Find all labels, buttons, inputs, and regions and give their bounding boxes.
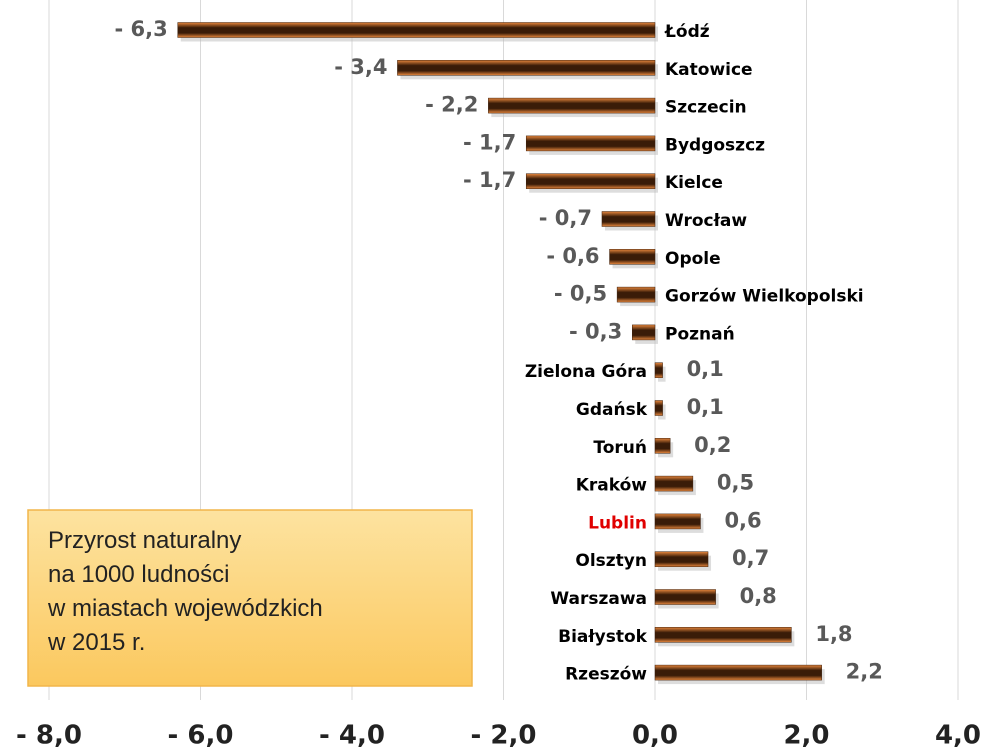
category-label: Łódź bbox=[664, 22, 710, 42]
x-tick-label: - 4,0 bbox=[319, 721, 385, 751]
category-label: Kielce bbox=[665, 173, 723, 193]
bar bbox=[525, 173, 656, 189]
annotation-box bbox=[27, 509, 473, 687]
bar bbox=[397, 60, 656, 76]
x-tick-label: - 6,0 bbox=[168, 721, 234, 751]
bar bbox=[654, 438, 671, 454]
annotation-line: w 2015 r. bbox=[47, 629, 145, 656]
category-label: Zielona Góra bbox=[525, 362, 647, 382]
bar bbox=[654, 475, 694, 492]
value-label: 2,2 bbox=[846, 660, 883, 684]
value-label: 0,1 bbox=[687, 357, 724, 381]
bar bbox=[601, 211, 656, 227]
bar bbox=[525, 135, 656, 152]
value-label: 0,6 bbox=[724, 508, 761, 532]
x-tick-label: 2,0 bbox=[783, 721, 829, 751]
value-label: 0,1 bbox=[687, 395, 724, 419]
annotation-line: Przyrost naturalny bbox=[48, 527, 241, 554]
x-tick-label: 0,0 bbox=[632, 721, 678, 751]
bar bbox=[654, 664, 822, 681]
value-label: - 0,6 bbox=[546, 244, 599, 268]
value-label: - 0,7 bbox=[539, 206, 592, 230]
value-label: 0,2 bbox=[694, 433, 731, 457]
category-label: Poznań bbox=[665, 324, 735, 344]
x-tick-label: 4,0 bbox=[935, 721, 981, 751]
x-tick-label: - 2,0 bbox=[471, 721, 537, 751]
value-label: - 3,4 bbox=[334, 55, 387, 79]
bar bbox=[654, 362, 663, 378]
bar bbox=[632, 324, 656, 341]
category-label: Opole bbox=[665, 249, 721, 269]
bar bbox=[654, 551, 709, 567]
category-label: Szczecin bbox=[665, 98, 747, 118]
category-label: Bydgoszcz bbox=[665, 135, 765, 155]
category-label: Olsztyn bbox=[575, 551, 647, 571]
value-label: 0,5 bbox=[717, 471, 754, 495]
value-label: 0,8 bbox=[740, 584, 777, 608]
bar bbox=[654, 627, 792, 643]
category-label: Gorzów Wielkopolski bbox=[665, 287, 864, 307]
value-label: 0,7 bbox=[732, 546, 769, 570]
bar bbox=[488, 97, 656, 114]
bar bbox=[654, 400, 663, 416]
category-label: Rzeszów bbox=[565, 665, 647, 685]
category-label: Lublin bbox=[588, 513, 647, 533]
category-label: Wrocław bbox=[665, 211, 747, 231]
category-label: Gdańsk bbox=[576, 400, 648, 420]
value-label: - 1,7 bbox=[463, 168, 516, 192]
bar bbox=[177, 22, 656, 38]
bar bbox=[654, 589, 716, 605]
category-label: Kraków bbox=[576, 476, 648, 496]
category-label: Katowice bbox=[665, 60, 753, 80]
bar bbox=[616, 286, 656, 303]
value-label: - 6,3 bbox=[115, 17, 168, 41]
bar bbox=[609, 249, 656, 265]
value-label: - 2,2 bbox=[425, 93, 478, 117]
value-label: 1,8 bbox=[815, 622, 852, 646]
annotation-line: na 1000 ludności bbox=[48, 561, 229, 588]
x-tick-label: - 8,0 bbox=[16, 721, 82, 751]
category-label: Białystok bbox=[558, 627, 648, 647]
value-label: - 0,5 bbox=[554, 282, 607, 306]
category-label: Warszawa bbox=[550, 589, 647, 609]
bar bbox=[654, 513, 701, 530]
value-label: - 1,7 bbox=[463, 130, 516, 154]
category-label: Toruń bbox=[593, 438, 647, 458]
annotation-line: w miastach wojewódzkich bbox=[47, 595, 323, 622]
value-label: - 0,3 bbox=[569, 319, 622, 343]
